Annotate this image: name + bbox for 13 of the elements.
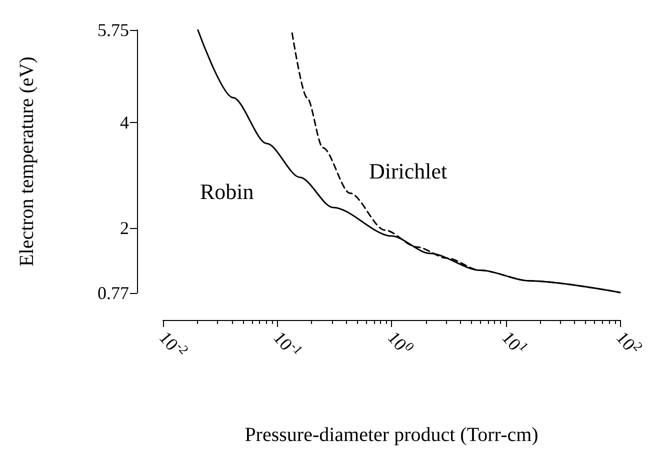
y-tick-label: 2 xyxy=(120,218,129,238)
x-axis-title: Pressure-diameter product (Torr-cm) xyxy=(244,424,538,446)
y-tick-label: 4 xyxy=(120,112,129,132)
y-tick-label: 5.75 xyxy=(98,20,129,40)
series-label: Dirichlet xyxy=(368,158,448,184)
x-tick-label: 101 xyxy=(498,328,532,354)
y-tick-label: 0.77 xyxy=(98,283,129,303)
x-tick-label: 10-2 xyxy=(155,328,192,358)
y-axis-title: Electron temperature (eV) xyxy=(16,56,38,266)
x-tick-label: 102 xyxy=(612,328,646,354)
x-tick-label: 10-1 xyxy=(270,328,306,358)
series-label: Robin xyxy=(200,179,254,204)
x-tick-label: 100 xyxy=(384,328,418,354)
